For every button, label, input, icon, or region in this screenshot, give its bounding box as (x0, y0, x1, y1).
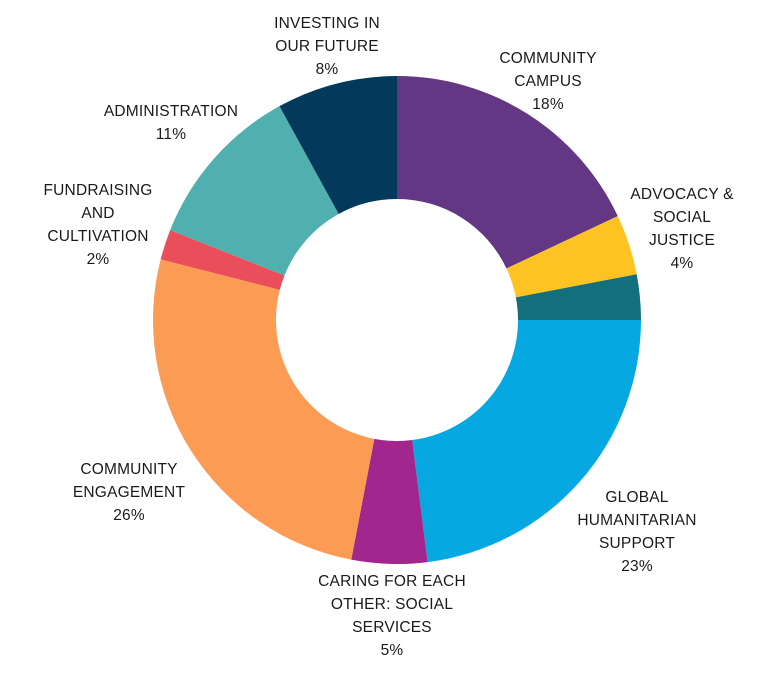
slice-percent: 18% (532, 96, 564, 113)
slice-percent: 4% (671, 255, 694, 272)
donut-slices (152, 76, 641, 564)
slice-label-line: OUR FUTURE (275, 38, 379, 55)
slice-label-line: ADVOCACY & (630, 186, 734, 203)
slice-label-8: INVESTING IN OUR FUTURE 8% (274, 15, 380, 78)
slice-label-line: OTHER: SOCIAL (331, 596, 453, 613)
slice-label-6: FUNDRAISING AND CULTIVATION 2% (44, 182, 153, 268)
donut-slice-0 (397, 76, 618, 269)
slice-label-line: ADMINISTRATION (104, 103, 238, 120)
slice-label-line: CAMPUS (514, 73, 582, 90)
slice-label-4: CARING FOR EACH OTHER: SOCIAL SERVICES 5% (318, 573, 466, 659)
donut-slice-4 (351, 438, 428, 564)
slice-percent: 23% (621, 558, 653, 575)
slice-label-line: CULTIVATION (47, 228, 148, 245)
slice-percent: 11% (156, 126, 186, 143)
slice-label-line: ENGAGEMENT (73, 484, 186, 501)
slice-labels: COMMUNITY CAMPUS 18% ADVOCACY & SOCIAL JUSTIC… (44, 15, 734, 659)
slice-label-1: ADVOCACY & SOCIAL JUSTICE 4% (630, 186, 734, 272)
slice-label-line: HUMANITARIAN (577, 512, 696, 529)
slice-label-line: AND (81, 205, 114, 222)
slice-label-line: SERVICES (352, 619, 432, 636)
donut-slice-7 (170, 106, 339, 276)
slice-label-7: ADMINISTRATION 11% (104, 103, 238, 143)
slice-label-line: INVESTING IN (274, 15, 380, 32)
donut-slice-1 (506, 216, 637, 298)
donut-slice-2 (515, 274, 641, 320)
slice-label-line: COMMUNITY (499, 50, 596, 67)
slice-percent: 26% (113, 507, 145, 524)
slice-label-line: COMMUNITY (80, 461, 177, 478)
slice-label-line: CARING FOR EACH (318, 573, 466, 590)
donut-slice-6 (160, 230, 285, 290)
slice-label-0: COMMUNITY CAMPUS 18% (499, 50, 596, 113)
slice-percent: 5% (381, 642, 404, 659)
donut-slice-5 (152, 259, 375, 560)
slice-label-line: SOCIAL (653, 209, 711, 226)
donut-slice-3 (412, 320, 641, 563)
slice-percent: 2% (87, 251, 110, 268)
slice-percent: 8% (316, 61, 339, 78)
slice-label-5: COMMUNITY ENGAGEMENT 26% (73, 461, 186, 524)
donut-slice-8 (279, 76, 397, 214)
slice-label-line: SUPPORT (599, 535, 675, 552)
slice-label-line: GLOBAL (605, 489, 668, 506)
slice-label-3: GLOBAL HUMANITARIAN SUPPORT 23% (577, 489, 696, 575)
slice-label-line: FUNDRAISING (44, 182, 153, 199)
slice-label-line: JUSTICE (649, 232, 715, 249)
